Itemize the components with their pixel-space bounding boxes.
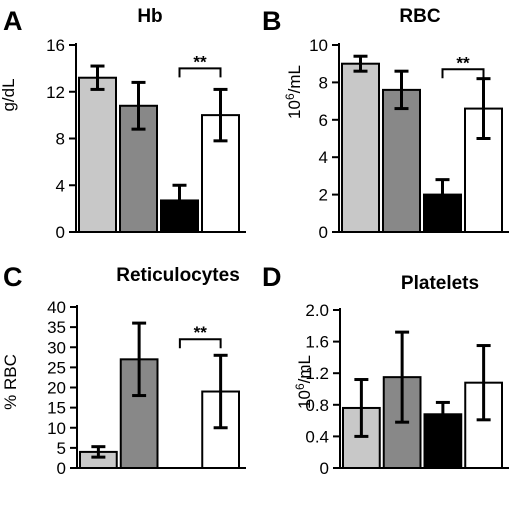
chart-title: Platelets bbox=[401, 273, 479, 294]
bar bbox=[382, 88, 421, 233]
y-tick-label: 10 bbox=[47, 419, 66, 438]
y-tick-label: 25 bbox=[47, 358, 66, 377]
y-tick-label: 35 bbox=[47, 318, 66, 337]
y-tick-label: 5 bbox=[57, 439, 66, 458]
y-tick-label: 1.6 bbox=[305, 333, 329, 352]
y-axis-label: g/dL bbox=[0, 78, 18, 111]
y-tick-label: 0 bbox=[57, 459, 66, 478]
y-tick-label: 16 bbox=[46, 36, 65, 55]
significance-bracket bbox=[178, 67, 222, 78]
chart-panel-d: D Platelets 106/mL 0 0.4 0.8 1.2 1.6 2.0 bbox=[262, 262, 509, 478]
y-tick-label: 2 bbox=[319, 186, 328, 205]
significance-bracket bbox=[441, 68, 485, 79]
y-tick-label: 12 bbox=[46, 83, 65, 102]
y-tick-label: 15 bbox=[47, 399, 66, 418]
y-tick-label: 20 bbox=[47, 379, 66, 398]
y-tick-label: 0 bbox=[319, 223, 328, 242]
y-tick-label: 4 bbox=[319, 148, 328, 167]
y-tick-label: 10 bbox=[309, 36, 328, 55]
y-tick-label: 30 bbox=[47, 338, 66, 357]
y-axis-label: % RBC bbox=[1, 354, 20, 410]
y-tick-label: 1.2 bbox=[305, 364, 329, 383]
y-tick-label: 8 bbox=[319, 73, 328, 92]
y-tick-label: 8 bbox=[56, 130, 65, 149]
y-tick-label: 40 bbox=[47, 298, 66, 317]
panel-letter: A bbox=[3, 6, 23, 36]
y-tick-label: 6 bbox=[319, 111, 328, 130]
y-tick-label: 0 bbox=[320, 459, 329, 478]
y-tick-label: 2.0 bbox=[305, 301, 329, 320]
bar bbox=[78, 76, 117, 233]
panel-letter: C bbox=[3, 262, 23, 292]
y-tick-label: 4 bbox=[56, 176, 65, 195]
chart-title: Reticulocytes bbox=[116, 265, 240, 286]
significance-label: ** bbox=[194, 323, 208, 342]
chart-panel-b: B RBC 106/mL 0 2 4 6 8 10 ** bbox=[262, 6, 509, 242]
y-tick-label: 0.4 bbox=[305, 427, 329, 446]
y-tick-label: 0 bbox=[56, 223, 65, 242]
panel-letter: B bbox=[262, 6, 282, 36]
panel-letter: D bbox=[262, 262, 282, 292]
significance-label: ** bbox=[456, 53, 470, 72]
y-axis-label: 106/mL bbox=[283, 65, 304, 119]
y-tick-label: 0.8 bbox=[305, 396, 329, 415]
y-axis-label: 106/mL bbox=[293, 355, 314, 409]
chart-panel-a: A Hb g/dL 0 4 8 12 16 ** bbox=[0, 6, 246, 242]
chart-title: RBC bbox=[399, 6, 440, 27]
significance-bracket bbox=[178, 338, 222, 349]
bar bbox=[341, 62, 380, 234]
chart-title: Hb bbox=[137, 6, 162, 27]
significance-label: ** bbox=[193, 52, 207, 71]
